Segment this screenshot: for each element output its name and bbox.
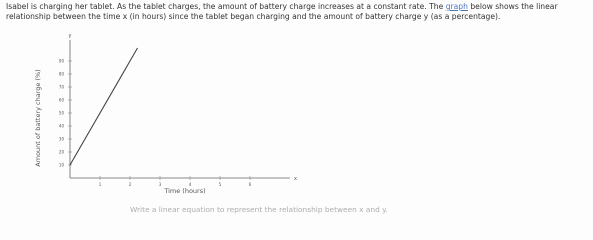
page: Isabel is charging her tablet. As the ta…	[6, 2, 591, 214]
y-axis-label: Amount of battery charge (%)	[34, 69, 42, 166]
graph: y x 10 20 30 40 50 60 70 80 90 1 2 3 4 5 6 Time (hours) Am…	[34, 33, 297, 195]
y-tick-label: 20	[59, 150, 65, 155]
x-tick-label: 2	[129, 182, 132, 187]
x-axis-name: x	[294, 176, 297, 182]
y-tick-label: 70	[59, 85, 65, 90]
y-axis-name: y	[69, 33, 72, 39]
data-line	[69, 47, 138, 166]
y-tick-label: 80	[59, 72, 65, 77]
y-tick-label: 60	[59, 98, 65, 103]
question: Write a linear equation to represent the…	[130, 205, 388, 214]
x-tick-label: 3	[159, 182, 162, 187]
x-tick-label: 6	[249, 182, 252, 187]
x-tick-label: 5	[219, 182, 222, 187]
y-tick-label: 10	[59, 163, 65, 168]
text: Isabel is charging her tablet. As the ta…	[6, 2, 446, 11]
text: below shows the linear relationship betw…	[6, 2, 558, 21]
x-tick-label: 4	[189, 182, 192, 187]
y-tick-label: 40	[59, 124, 65, 129]
y-tick-label: 90	[59, 59, 65, 64]
x-tick-label: 1	[99, 182, 102, 187]
problem-text: Isabel is charging her tablet. As the ta…	[6, 2, 591, 22]
y-tick-label: 50	[59, 111, 65, 116]
x-axis-label: Time (hours)	[163, 187, 205, 195]
y-tick-label: 30	[59, 137, 65, 142]
graph-link[interactable]: graph	[445, 2, 468, 11]
